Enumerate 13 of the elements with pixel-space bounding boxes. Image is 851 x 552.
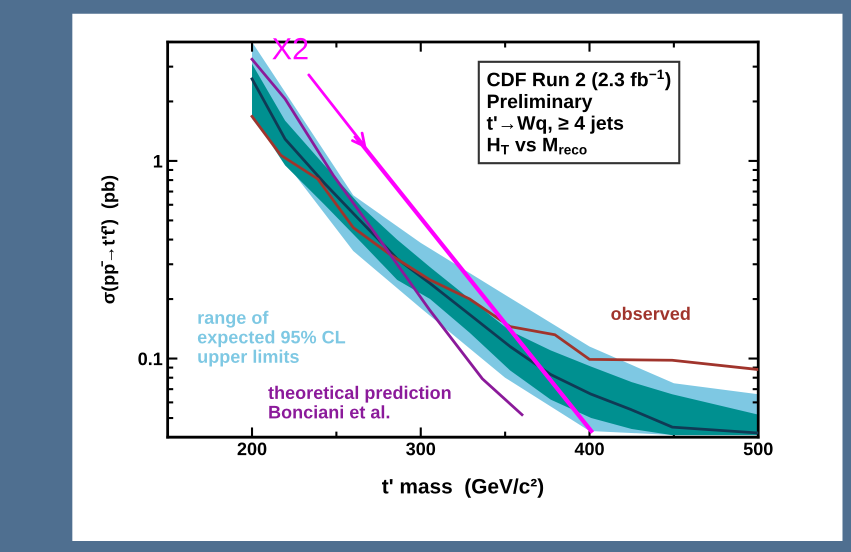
- text: CDF Run 2 (2.3 fb$^{−1}$) Preliminary t'→Wq, ≥ 4 jets H$_{T}$ vs M$_{reco}$: [486, 70, 670, 155]
- y-tick-label: 1: [154, 155, 162, 168]
- series-label: theoretical prediction Bonciani et al.: [268, 386, 451, 419]
- x-tick-label: 400: [574, 442, 604, 456]
- x-axis-title: t' mass (GeV/c²): [382, 478, 544, 498]
- y-axis-title: σ(pp̄→t't̄') (pb): [101, 176, 118, 304]
- annotation: X2: [272, 38, 308, 60]
- x-tick-label: 300: [406, 442, 436, 456]
- x-tick-label: 500: [744, 442, 773, 456]
- y-tick-label: 0.1: [138, 352, 162, 366]
- x-tick-label: 200: [238, 442, 266, 456]
- text: observed: [611, 306, 690, 320]
- legend-label: range of expected 95% CL upper limits: [198, 310, 346, 367]
